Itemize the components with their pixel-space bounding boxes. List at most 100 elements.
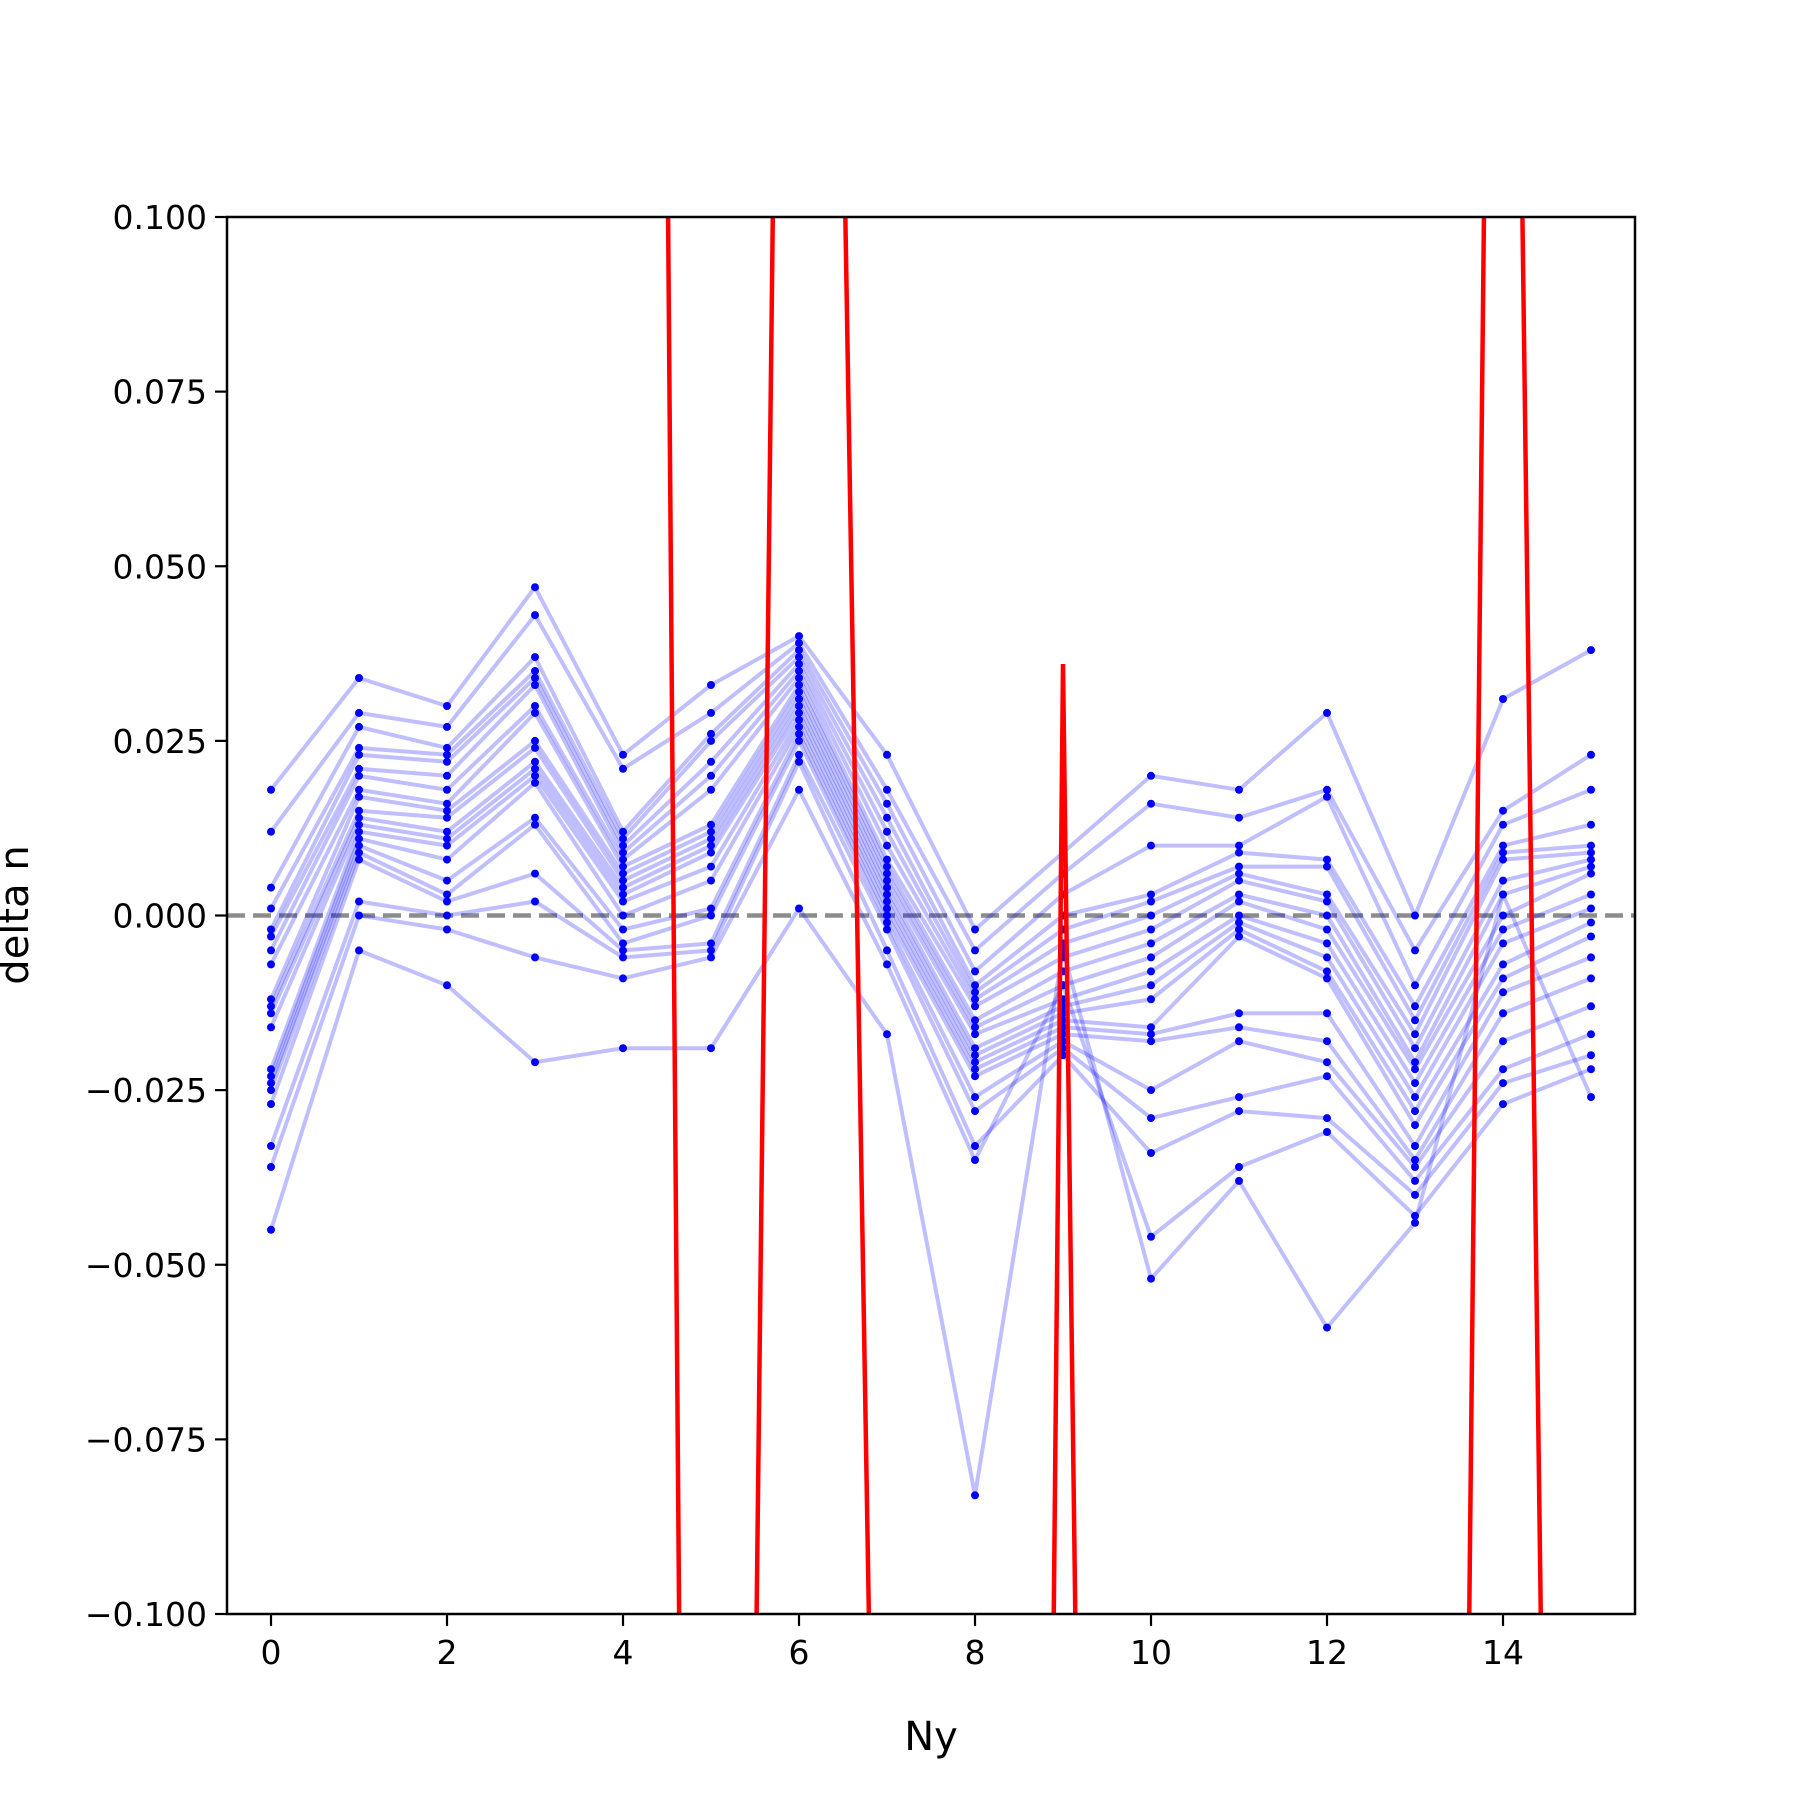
series-9-point-2 xyxy=(443,806,451,815)
series-12-point-11 xyxy=(1235,925,1243,934)
series-19-point-1 xyxy=(355,911,363,920)
series-9-point-4 xyxy=(619,869,627,878)
series-3-point-12 xyxy=(1323,792,1331,801)
series-12-point-1 xyxy=(355,820,363,829)
series-19-point-11 xyxy=(1235,1163,1243,1171)
series-16-point-7 xyxy=(883,918,891,927)
series-3-point-6 xyxy=(795,646,803,655)
series-line-15 xyxy=(269,731,1592,1162)
series-line-13 xyxy=(269,717,1592,1128)
series-15-point-5 xyxy=(707,904,715,913)
series-15-point-0 xyxy=(267,1079,275,1088)
y-tick-label-4: 0.000 xyxy=(113,897,207,936)
series-5-point-1 xyxy=(355,750,363,759)
series-20-point-4 xyxy=(619,1044,627,1053)
series-10-point-13 xyxy=(1411,1079,1419,1088)
series-6-point-0 xyxy=(267,932,275,941)
series-7-point-14 xyxy=(1499,876,1507,885)
series-5-point-12 xyxy=(1323,862,1331,871)
series-1-point-11 xyxy=(1235,785,1243,794)
series-12-point-8 xyxy=(971,1051,979,1060)
series-8-point-15 xyxy=(1587,862,1595,871)
series-line-1 xyxy=(269,585,1592,932)
series-11-point-3 xyxy=(531,757,539,766)
series-19-point-15 xyxy=(1587,1065,1595,1074)
series-7-point-15 xyxy=(1587,855,1595,864)
series-9-point-5 xyxy=(707,827,715,836)
series-17-point-10 xyxy=(1147,1114,1155,1123)
series-18-point-4 xyxy=(619,953,627,962)
x-tick-label-4: 4 xyxy=(613,1633,634,1672)
series-9-point-3 xyxy=(531,736,539,745)
series-4-point-11 xyxy=(1235,848,1243,857)
series-18-point-6 xyxy=(795,757,803,766)
series-5-point-14 xyxy=(1499,848,1507,857)
series-13-point-12 xyxy=(1323,974,1331,983)
series-4-point-5 xyxy=(707,736,715,745)
series-4-point-3 xyxy=(531,667,539,675)
series-11-point-8 xyxy=(971,1044,979,1053)
series-9-point-13 xyxy=(1411,1065,1419,1074)
series-14-point-2 xyxy=(443,855,451,864)
series-20-point-15 xyxy=(1587,1093,1595,1102)
series-12-point-10 xyxy=(1147,995,1155,1004)
series-12-point-14 xyxy=(1499,960,1507,969)
series-1-point-3 xyxy=(531,583,539,592)
series-14-point-0 xyxy=(267,1072,275,1081)
series-12-point-2 xyxy=(443,834,451,843)
series-10-point-12 xyxy=(1323,939,1331,948)
x-tick-label-10: 10 xyxy=(1130,1633,1172,1672)
series-10-point-3 xyxy=(531,743,539,752)
series-13-point-8 xyxy=(971,1058,979,1067)
series-13-point-7 xyxy=(883,897,891,906)
series-19-point-14 xyxy=(1499,1100,1507,1109)
series-3-point-5 xyxy=(707,729,715,738)
series-1-point-5 xyxy=(707,681,715,689)
series-line-12 xyxy=(269,710,1592,1114)
series-2-point-11 xyxy=(1235,813,1243,822)
series-2-point-6 xyxy=(795,639,803,648)
series-2-point-1 xyxy=(355,708,363,717)
series-10-point-8 xyxy=(971,1030,979,1039)
series-6-point-7 xyxy=(883,841,891,850)
series-14-point-7 xyxy=(883,904,891,913)
series-13-point-0 xyxy=(267,1065,275,1074)
series-8-point-5 xyxy=(707,820,715,829)
series-5-point-2 xyxy=(443,757,451,766)
series-19-point-2 xyxy=(443,925,451,934)
x-tick-label-12: 12 xyxy=(1306,1633,1348,1672)
series-18-point-13 xyxy=(1411,1190,1419,1199)
x-tick-label-8: 8 xyxy=(965,1633,986,1672)
series-1-point-14 xyxy=(1499,695,1507,703)
series-15-point-11 xyxy=(1235,1023,1243,1032)
series-15-point-12 xyxy=(1323,1037,1331,1046)
series-10-point-6 xyxy=(795,695,803,703)
series-2-point-15 xyxy=(1587,750,1595,759)
series-line-14 xyxy=(269,724,1592,1148)
series-17-point-14 xyxy=(1499,1065,1507,1074)
series-5-point-7 xyxy=(883,827,891,836)
series-line-3 xyxy=(269,648,1592,988)
series-1-point-10 xyxy=(1147,771,1155,780)
series-18-point-12 xyxy=(1323,1114,1331,1123)
series-9-point-15 xyxy=(1587,869,1595,878)
series-3-point-4 xyxy=(619,827,627,836)
series-1-point-1 xyxy=(355,674,363,682)
series-11-point-12 xyxy=(1323,953,1331,962)
series-5-point-13 xyxy=(1411,1016,1419,1025)
y-tick-label-3: −0.025 xyxy=(85,1071,207,1110)
series-4-point-12 xyxy=(1323,855,1331,864)
series-6-point-8 xyxy=(971,995,979,1004)
series-line-2 xyxy=(269,613,1593,953)
series-3-point-8 xyxy=(971,967,979,976)
series-5-point-4 xyxy=(619,841,627,850)
series-19-point-10 xyxy=(1147,1232,1155,1241)
series-8-point-2 xyxy=(443,799,451,808)
y-tick-label-0: −0.100 xyxy=(85,1595,207,1634)
series-11-point-11 xyxy=(1235,918,1243,927)
series-20-point-11 xyxy=(1235,1176,1243,1185)
series-6-point-4 xyxy=(619,848,627,857)
y-tick-label-7: 0.075 xyxy=(113,373,207,412)
series-4-point-14 xyxy=(1499,841,1507,850)
x-tick-label-2: 2 xyxy=(437,1633,458,1672)
